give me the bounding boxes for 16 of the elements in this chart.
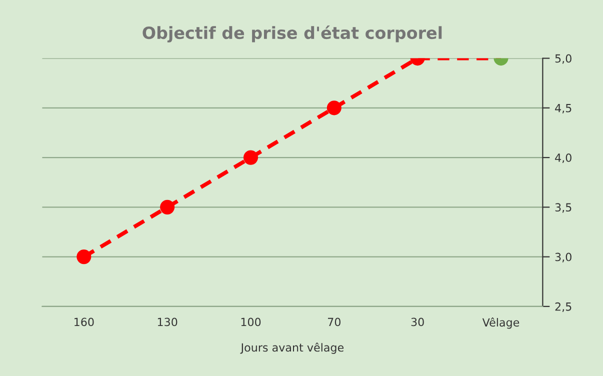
y-tick-label: 4,0 — [555, 154, 572, 164]
x-axis-title: Jours avant vêlage — [240, 342, 344, 354]
x-tick-label: 70 — [328, 318, 340, 326]
y-tick-label: 3,0 — [555, 252, 572, 262]
point — [160, 200, 175, 214]
x-tick-label: Vêlage — [482, 318, 520, 329]
y-tick-label: 4,5 — [555, 104, 572, 114]
x-tick-label: 100 — [241, 318, 261, 326]
y-tick-label: 5,0 — [555, 54, 572, 64]
point — [243, 150, 258, 165]
x-tick-label: 160 — [74, 318, 94, 326]
chart-title: Objectif de prise d'état corporel — [142, 26, 442, 42]
y-tick-label: 2,5 — [555, 302, 572, 312]
y-tick-label: 3,5 — [555, 203, 572, 213]
x-tick-label: 130 — [158, 318, 178, 326]
x-tick-label: 30 — [411, 318, 424, 326]
